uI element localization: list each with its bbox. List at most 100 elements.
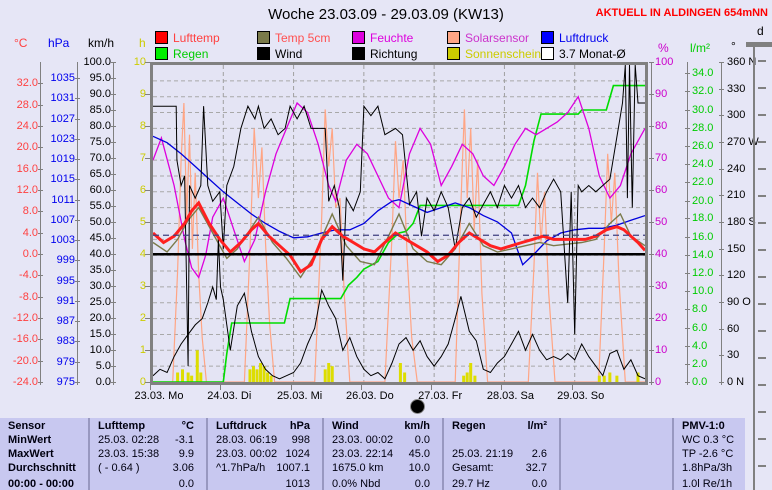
table-cell-text: 1.8hPa/3h	[682, 462, 733, 474]
cutoff-axis-tick	[758, 384, 766, 386]
cutoff-axis-tick	[758, 249, 766, 251]
axis-tick-hPa: 1007	[50, 213, 75, 226]
axis-tick-%: 70	[655, 152, 668, 164]
axis-tick-km/h: 60.0	[89, 184, 111, 196]
axis-tick-l/m²: 26.0	[692, 139, 714, 152]
table-cell-value: -3.1	[175, 434, 194, 446]
axis-tick-°: 180 S	[727, 216, 756, 228]
axis-tick-mark	[75, 382, 80, 383]
axis-tick-%: 20	[655, 312, 668, 324]
axis-tick-mark	[649, 94, 654, 95]
axis-tick-mark	[145, 94, 150, 95]
table-col-header: Luftdruck	[216, 420, 267, 432]
table-cell-value: 32.7	[525, 462, 547, 474]
chart-plot-area[interactable]	[150, 62, 648, 385]
legend-item-sonnenschein: Sonnenschein	[447, 47, 541, 61]
axis-tick-°: 330	[727, 82, 746, 95]
axis-tick-°: 120	[727, 269, 746, 282]
axis-tick-mark	[111, 126, 116, 127]
table-separator	[322, 418, 324, 490]
table-cell-text: 25.03. 02:28	[98, 434, 160, 446]
axis-tick-hPa: 1035	[50, 72, 75, 84]
table-cell-text: 23.03. 00:02	[332, 434, 394, 446]
table-cell-value: 0.0	[414, 434, 430, 446]
table-cell-value: 1024	[285, 448, 310, 460]
axis-tick-km/h: 80.0	[89, 120, 111, 132]
axis-tick-hPa: 987	[56, 315, 75, 328]
axis-tick-°: 240	[727, 162, 746, 175]
x-axis-tick	[501, 385, 503, 390]
series-bar-sonnenschein	[176, 372, 180, 382]
axis-tick-%: 30	[655, 280, 668, 292]
axis-tick-%: 10	[655, 344, 668, 356]
axis-tick-mark	[685, 291, 690, 293]
table-cell-value: 10.0	[408, 462, 430, 474]
axis-tick-mark	[111, 206, 116, 207]
x-axis-tick	[290, 385, 292, 390]
axis-tick-mark	[719, 115, 724, 117]
legend-item-wind: Wind	[257, 47, 303, 61]
page-title: Woche 23.03.09 - 29.03.09 (KW13)	[268, 6, 504, 23]
cutoff-axis-tick	[758, 114, 766, 116]
legend-swatch	[352, 31, 365, 44]
axis-tick-l/m²: 34.0	[692, 67, 714, 80]
legend-swatch	[447, 47, 460, 60]
axis-tick-l/m²: 32.0	[692, 85, 714, 98]
axis-tick-°C: 20.0	[16, 141, 38, 154]
table-row-label: Durchschnitt	[8, 462, 76, 474]
axis-tick-mark	[685, 109, 690, 111]
axis-tick-mark	[649, 350, 654, 351]
series-lufttemp	[153, 200, 645, 274]
axis-tick-mark	[649, 222, 654, 223]
axis-tick-°C: 28.0	[16, 98, 38, 111]
axis-tick-mark	[685, 127, 690, 129]
x-axis-label: 29.03. So	[557, 390, 605, 402]
legend-swatch	[257, 31, 270, 44]
axis-tick-mark	[75, 158, 80, 160]
table-row-label: MinWert	[8, 434, 52, 446]
legend-label: Wind	[275, 47, 303, 61]
axis-tick-mark	[685, 382, 690, 383]
axis-tick-mark	[145, 350, 150, 351]
axis-tick-km/h: 70.0	[89, 152, 111, 164]
table-cell-value: 1007.1	[276, 462, 310, 474]
axis-tick-l/m²: 0.0	[692, 376, 708, 388]
legend-swatch	[541, 47, 554, 60]
axis-tick-hPa: 1031	[50, 92, 75, 105]
axis-tick-hPa: 979	[56, 355, 75, 368]
axis-tick-mark	[38, 254, 43, 255]
axis-tick-mark	[75, 219, 80, 221]
table-cell-text: 29.7 Hz	[452, 478, 490, 490]
axis-unit-km/h: km/h	[88, 36, 115, 50]
axis-unit-l/m²: l/m²	[690, 41, 710, 55]
axis-tick-hPa: 999	[56, 254, 75, 267]
table-col-unit: hPa	[289, 420, 310, 432]
axis-tick-mark	[111, 382, 116, 383]
table-cell-value: 2.6	[531, 448, 547, 460]
axis-line-°C	[40, 62, 41, 385]
axis-tick-mark	[38, 382, 43, 383]
axis-tick-%: 50	[655, 216, 668, 228]
axis-tick-km/h: 75.0	[89, 136, 111, 148]
table-col-unit: l/m²	[527, 420, 547, 432]
series-bar-sonnenschein	[615, 375, 619, 382]
axis-tick-mark	[685, 145, 690, 147]
axis-tick-mark	[719, 382, 724, 383]
axis-tick-mark	[111, 334, 116, 335]
series-bar-sonnenschein	[469, 362, 473, 382]
cutoff-axis-line	[753, 47, 755, 490]
axis-tick-mark	[38, 168, 43, 170]
axis-tick-mark	[38, 232, 43, 234]
series-bar-sonnenschein	[259, 362, 263, 382]
legend-swatch	[541, 31, 554, 44]
axis-tick-mark	[719, 222, 724, 223]
legend-item-richtung: Richtung	[352, 47, 417, 61]
table-row-label: Sensor	[8, 420, 46, 432]
axis-tick-h: 10	[133, 56, 146, 68]
axis-tick-mark	[38, 339, 43, 341]
legend-label: Feuchte	[370, 31, 414, 45]
axis-tick-°C: 32.0	[16, 77, 38, 90]
axis-tick-mark	[75, 280, 80, 282]
axis-tick-l/m²: 20.0	[692, 194, 714, 207]
x-axis-label: 27.03. Fr	[418, 390, 463, 402]
